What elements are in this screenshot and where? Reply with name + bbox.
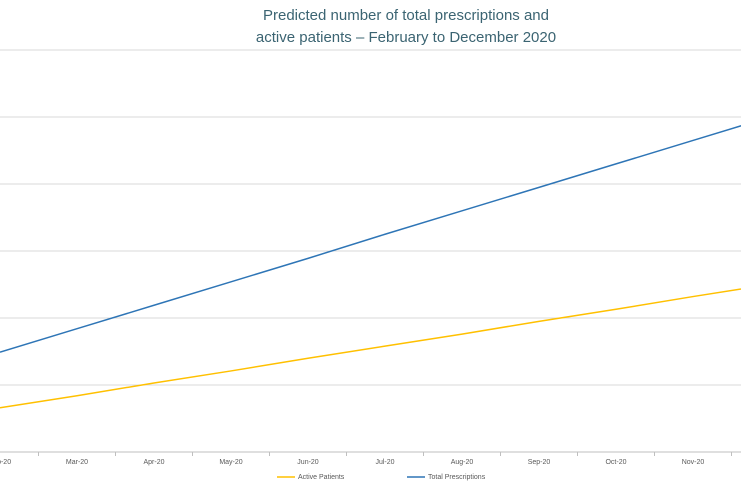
legend-label: Active Patients [298,474,345,481]
x-tick-label: Mar-20 [66,459,88,466]
legend-label: Total Prescriptions [428,474,486,481]
x-tick-label: Oct-20 [605,459,626,466]
x-tick-label: Sep-20 [528,459,551,466]
x-tick-label: Jul-20 [375,459,394,466]
series-line [0,125,741,353]
x-tick-label: Jun-20 [297,459,319,466]
chart-title: Predicted number of total prescriptions … [263,7,549,24]
series-line [0,288,741,409]
x-tick-label: Nov-20 [682,459,705,466]
x-tick-label: Feb-20 [0,459,11,466]
x-tick-label: Aug-20 [451,459,474,466]
chart-title: active patients – February to December 2… [256,29,556,46]
x-tick-label: May-20 [219,459,242,466]
x-tick-label: Apr-20 [143,459,164,466]
